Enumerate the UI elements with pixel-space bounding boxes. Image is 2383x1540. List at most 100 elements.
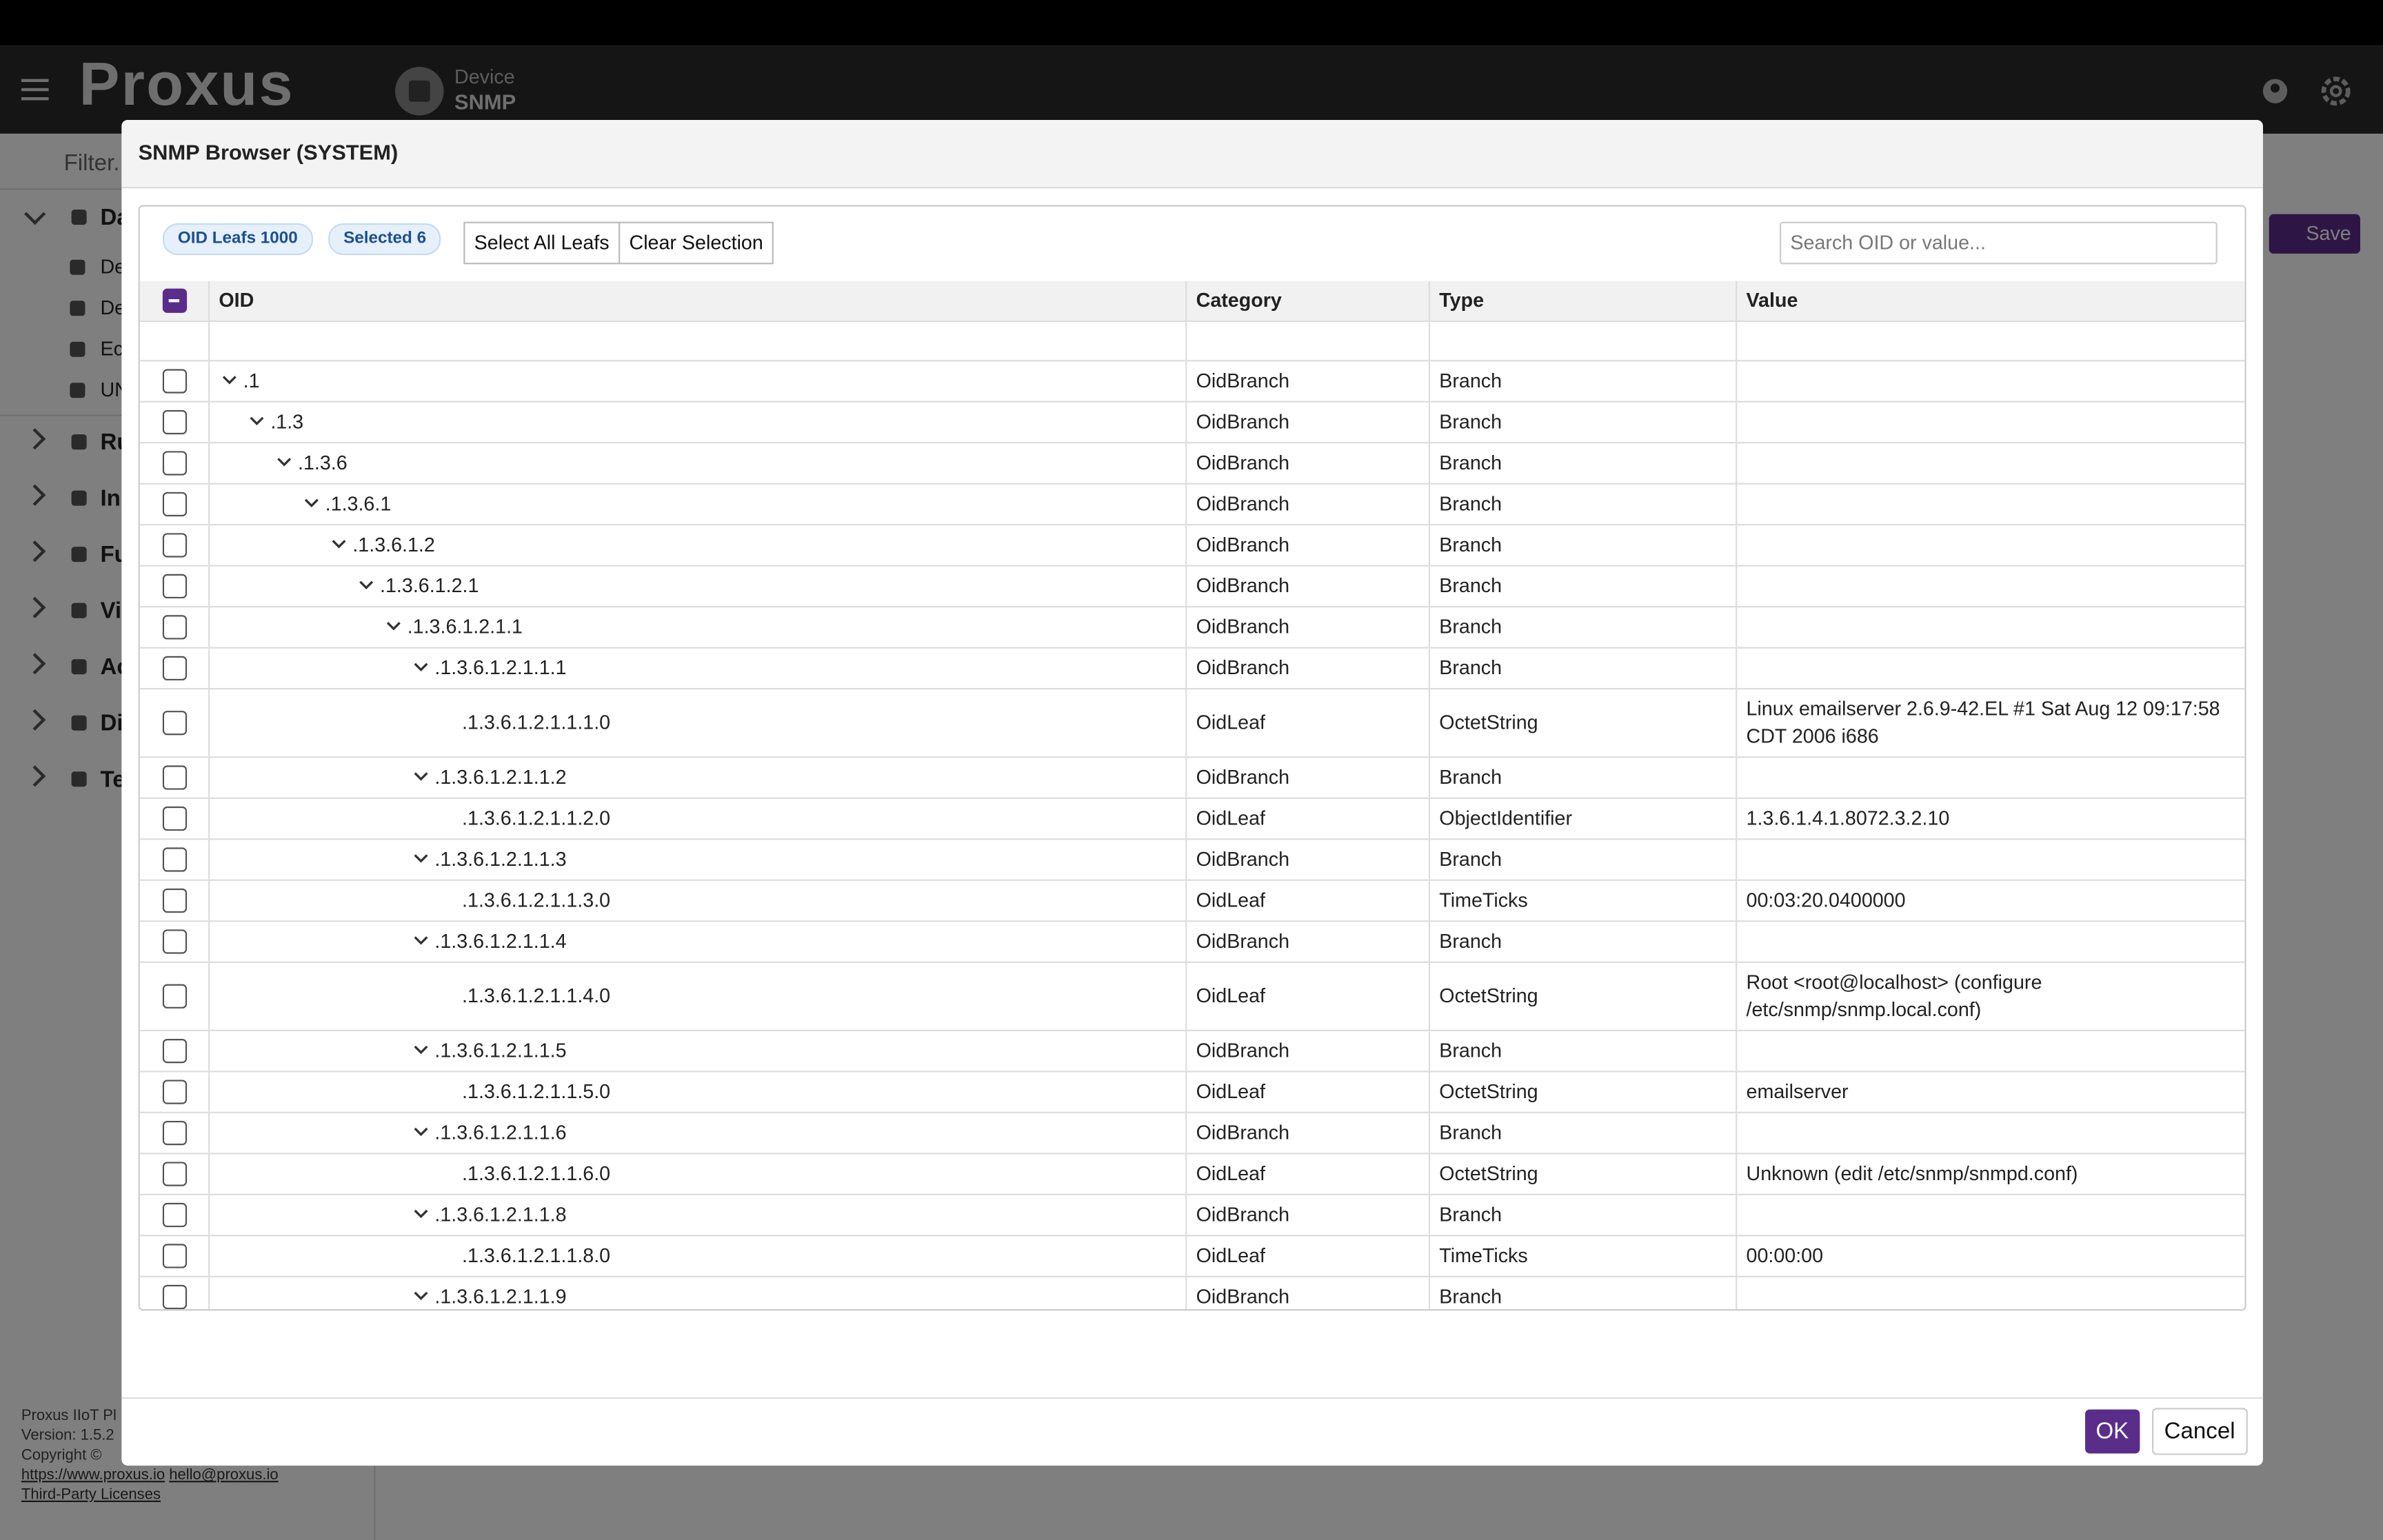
oid-cell: .1.3.6.1.2.1.1.1.0 <box>210 689 1187 757</box>
oid: .1.3.6.1.2.1.1.2.0 <box>462 806 611 829</box>
checkbox-cell <box>140 361 210 401</box>
row-checkbox[interactable] <box>161 574 187 599</box>
row-checkbox[interactable] <box>161 847 187 872</box>
top-bar <box>0 0 2383 46</box>
expand-toggle[interactable] <box>408 764 435 791</box>
column-header[interactable]: Value <box>1746 288 1798 312</box>
checkbox-cell <box>140 443 210 483</box>
oid-cell: .1.3 <box>210 402 1187 443</box>
search-input[interactable]: Search OID or value... <box>1780 221 2218 265</box>
oid-row: .1.3.6.1.2.1.1.5.0 OidLeaf OctetString emai… <box>139 1072 2245 1113</box>
filter-cell <box>1187 322 1431 361</box>
category: OidBranch <box>1187 484 1431 525</box>
expand-toggle[interactable] <box>408 1284 435 1309</box>
clear-selection-button[interactable]: Clear Selection <box>619 221 774 265</box>
row-checkbox[interactable] <box>161 888 187 913</box>
value <box>1737 607 2244 647</box>
oid-cell: .1.3.6.1.2.1.1.5 <box>210 1031 1187 1071</box>
oid-cell: .1 <box>210 361 1187 401</box>
oid: .1.3.6.1.2.1.1.1.0 <box>462 711 611 734</box>
expand-toggle[interactable] <box>408 655 435 682</box>
row-checkbox[interactable] <box>161 765 187 790</box>
row-checkbox[interactable] <box>161 1202 187 1228</box>
category: OidLeaf <box>1187 1236 1431 1276</box>
row-checkbox[interactable] <box>161 1080 187 1104</box>
ok-button[interactable]: OK <box>2085 1409 2140 1454</box>
oid-row: .1.3.6.1.2.1.1.8 OidBranch Branch <box>139 1195 2245 1237</box>
expand-toggle[interactable] <box>298 491 325 518</box>
row-checkbox[interactable] <box>161 984 187 1009</box>
expand-toggle[interactable] <box>408 1037 435 1065</box>
category: OidLeaf <box>1187 689 1431 757</box>
row-checkbox[interactable] <box>161 1038 187 1064</box>
type: Branch <box>1430 922 1738 962</box>
row-checkbox[interactable] <box>161 1284 187 1310</box>
oid: .1.3.6 <box>298 451 348 474</box>
type: TimeTicks <box>1430 1236 1738 1276</box>
type: OctetString <box>1430 1072 1738 1112</box>
oid-cell: .1.3.6.1.2.1.1.8 <box>210 1195 1187 1235</box>
type: Branch <box>1430 443 1738 483</box>
oid-row: .1.3.6.1.2.1.1.4.0 OidLeaf OctetString Root… <box>139 962 2245 1031</box>
type: Branch <box>1430 361 1738 401</box>
expand-toggle[interactable] <box>408 1119 435 1147</box>
row-checkbox[interactable] <box>161 711 187 736</box>
checkbox-cell <box>140 1236 210 1276</box>
filter-row <box>139 322 2245 362</box>
expand-toggle[interactable] <box>216 367 243 395</box>
row-checkbox[interactable] <box>161 806 187 831</box>
select-all-checkbox[interactable] <box>161 288 187 313</box>
category: OidBranch <box>1187 1031 1431 1071</box>
expand-toggle[interactable] <box>408 846 435 873</box>
row-checkbox[interactable] <box>161 1162 187 1186</box>
oid-row: .1.3.6.1.2.1.1.4 OidBranch Branch <box>139 922 2245 963</box>
row-checkbox[interactable] <box>161 929 187 954</box>
row-checkbox[interactable] <box>161 1244 187 1268</box>
oid-cell: .1.3.6.1.2.1.1.1 <box>210 648 1187 689</box>
expand-toggle[interactable] <box>325 531 353 559</box>
cancel-button[interactable]: Cancel <box>2152 1408 2248 1455</box>
row-checkbox[interactable] <box>161 369 187 394</box>
expand-toggle[interactable] <box>380 614 408 641</box>
column-header[interactable]: Type <box>1430 281 1738 321</box>
expand-toggle[interactable] <box>408 928 435 955</box>
oid-row: .1.3 OidBranch Branch <box>139 402 2245 444</box>
oid-cell: .1.3.6.1.2.1.1.2 <box>210 758 1187 798</box>
row-checkbox[interactable] <box>161 615 187 640</box>
type: Branch <box>1430 840 1738 880</box>
oid: .1.3.6.1.2.1.1.5 <box>434 1038 567 1062</box>
expand-toggle[interactable] <box>352 573 380 600</box>
category: OidBranch <box>1187 758 1431 798</box>
header-row: OID Category Type Value <box>139 281 2245 323</box>
oid-cell: .1.3.6.1.2.1.1.8.0 <box>210 1236 1187 1276</box>
value: Root <root@localhost> (configure /etc/sn… <box>1746 970 2042 1021</box>
oid-cell: .1.3.6.1.2.1.1.3 <box>210 840 1187 880</box>
expand-toggle[interactable] <box>408 1202 435 1229</box>
row-checkbox[interactable] <box>161 492 187 517</box>
checkbox-cell <box>140 484 210 525</box>
oid: .1.3.6.1 <box>325 492 392 515</box>
value <box>1737 840 2244 879</box>
oid: .1.3.6.1.2.1.1.2 <box>434 765 567 789</box>
checkbox-cell <box>140 1113 210 1153</box>
expand-toggle[interactable] <box>243 409 271 436</box>
category: OidLeaf <box>1187 1072 1431 1112</box>
row-checkbox[interactable] <box>161 656 187 681</box>
select-all-button[interactable]: Select All Leafs <box>463 221 621 265</box>
row-checkbox[interactable] <box>161 533 187 558</box>
oid-row: .1.3.6.1.2.1.1.2.0 OidLeaf ObjectIdentifie… <box>139 798 2245 840</box>
row-checkbox[interactable] <box>161 1120 187 1146</box>
expand-toggle[interactable] <box>270 449 298 477</box>
column-header[interactable]: Category <box>1187 281 1431 321</box>
checkbox-cell <box>140 566 210 607</box>
value <box>1737 1113 2244 1153</box>
oid-cell: .1.3.6.1.2.1.1.4 <box>210 922 1187 962</box>
category: OidLeaf <box>1187 962 1431 1030</box>
column-header[interactable]: OID <box>210 281 1187 321</box>
row-checkbox[interactable] <box>161 451 187 476</box>
row-checkbox[interactable] <box>161 409 187 435</box>
value <box>1737 567 2244 606</box>
modal-title: SNMP Browser (SYSTEM) <box>138 139 399 164</box>
value <box>1737 1277 2244 1309</box>
